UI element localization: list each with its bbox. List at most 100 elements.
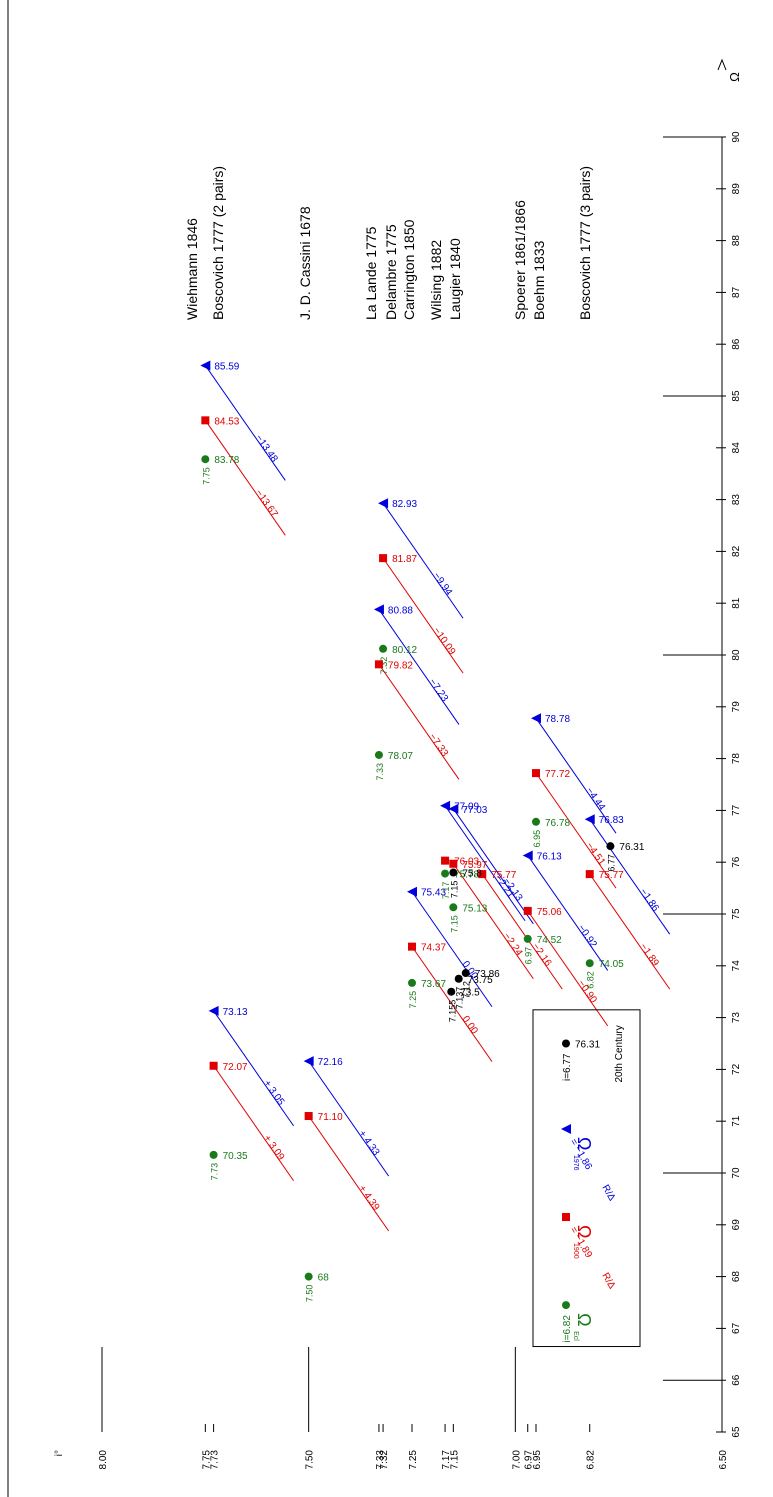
delta-connector (589, 873, 671, 990)
omega-tick-label: 89 (731, 183, 742, 195)
delta-connector (452, 863, 534, 980)
delta-connector (527, 910, 609, 1027)
delta-connector (382, 502, 464, 619)
marker-omega-ecl (441, 869, 450, 878)
delta-connector (411, 891, 493, 1008)
omega-tick-label: 78 (731, 753, 742, 765)
delta-connector (308, 1115, 390, 1232)
marker-omega-ecl (449, 903, 458, 912)
incl-value-label: 6.97 (524, 947, 534, 965)
delta-label: −7.23 (426, 677, 450, 704)
delta-connector (481, 873, 563, 990)
incl-tick-label: 6.82 (586, 1450, 597, 1470)
omega-tick-label: 70 (731, 1167, 742, 1179)
delta-connector (204, 420, 286, 536)
marker-omega1976 (530, 713, 541, 724)
marker-omega1900 (304, 1112, 313, 1121)
omega-value-label: 75.13 (462, 903, 487, 914)
marker-twentieth (447, 987, 456, 996)
delta-label: + 3.05 (261, 1078, 286, 1108)
omega-tick-label: 80 (731, 649, 742, 661)
omega-value-label: 75.78 (454, 870, 479, 881)
marker-omega1976 (561, 1123, 571, 1134)
omega-value-label: 77.03 (462, 805, 487, 816)
legend-symbol: Ω (574, 1313, 594, 1326)
legend-incl-label: i=6.77 (562, 1053, 573, 1081)
incl-value-label: 7.15 (449, 915, 459, 933)
marker-omega1900 (201, 416, 210, 425)
delta-label: −13.67 (253, 488, 280, 520)
incl-tick-label: 7.73 (210, 1450, 221, 1470)
group-title: Boscovich 1777 (2 pairs) (210, 166, 226, 320)
incl-value-label: 7.155 (447, 1000, 457, 1023)
marker-twentieth (606, 842, 615, 851)
connector-lines: −13.67 −13.48 + 3.09 + 3.05 + 4.39 + 4.33 −7.3… (204, 365, 671, 1232)
incl-tick-label: 7.32 (379, 1450, 390, 1470)
marker-omega1900 (585, 870, 594, 879)
delta-connector (444, 805, 526, 922)
incl-tick-label: 6.50 (718, 1450, 729, 1470)
marker-omega1900 (379, 554, 388, 563)
marker-omega-ecl (523, 934, 532, 943)
group-title: Boscovich 1777 (3 pairs) (577, 166, 593, 320)
omega-value-label: 73.86 (475, 969, 500, 980)
delta-connector (378, 664, 460, 780)
incl-tick-label: 7.25 (408, 1450, 419, 1470)
legend-subscript: 1900 (572, 1243, 579, 1259)
omega-value-label: 78.78 (545, 714, 570, 725)
delta-connector (378, 609, 460, 725)
group-title: Spoerer 1861/1866 (512, 200, 528, 320)
marker-omega-ecl (531, 817, 540, 826)
incl-tick-label: 8.00 (98, 1450, 109, 1470)
omega-tick-label: 82 (731, 545, 742, 557)
omega-value-label: 84.53 (214, 416, 239, 427)
incl-value-label: 7.73 (210, 1163, 220, 1181)
omega-value-label: 83.78 (214, 455, 239, 466)
delta-connector (452, 808, 534, 925)
incl-value-label: 6.95 (532, 830, 542, 848)
omega-tick-label: 72 (731, 1063, 742, 1075)
omega-value-label: 85.59 (214, 361, 239, 372)
legend-incl-label: i=6.82 (562, 1315, 573, 1343)
delta-label: −7.33 (426, 732, 450, 759)
delta-label: −0.92 (575, 923, 599, 950)
omega-tick-label: 90 (731, 131, 742, 143)
delta-connector (535, 717, 617, 834)
marker-omega1900 (562, 1213, 570, 1222)
group-title: La Lande 1775 (363, 226, 379, 320)
marker-omega1976 (440, 800, 451, 811)
marker-twentieth (461, 969, 470, 978)
marker-omega1900 (449, 859, 458, 868)
incl-value-label: 7.15 (449, 881, 459, 899)
delta-label: −10.09 (431, 626, 458, 658)
delta-label: 0.00 (460, 1014, 480, 1037)
omega-value-label: 75.77 (599, 870, 624, 881)
omega-tick-label: 76 (731, 856, 742, 868)
omega-value-label: 77.09 (454, 802, 479, 813)
incl-tick-label: 7.50 (305, 1450, 316, 1470)
incl-tick-label: 7.15 (449, 1450, 460, 1470)
group-title: Delambre 1775 (383, 224, 399, 320)
incl-tick-label: 7.17 (441, 1450, 452, 1470)
group-title: Laugier 1840 (447, 238, 463, 320)
incl-value-label: 7.137 (455, 987, 465, 1010)
incl-value-label: 6.82 (586, 971, 596, 989)
marker-omega1976 (584, 814, 595, 825)
omega-tick-label: 65 (731, 1426, 742, 1438)
legend-label: 76.31 (575, 1040, 600, 1051)
omega-value-label: 74.05 (599, 959, 624, 970)
omega-value-label: 80.12 (392, 645, 417, 656)
omega-tick-label: 67 (731, 1322, 742, 1334)
marker-omega-ecl (585, 959, 594, 968)
incl-tick-label: 7.00 (511, 1450, 522, 1470)
omega-tick-label: 84 (731, 442, 742, 454)
marker-omega-ecl (201, 455, 210, 464)
incl-value-label: 7.75 (201, 467, 211, 485)
delta-label: −4.51 (584, 841, 608, 868)
marker-omega1900 (523, 906, 532, 915)
omega-tick-label: 88 (731, 235, 742, 247)
marker-omega1976 (448, 803, 459, 814)
omega-value-label: 71.10 (318, 1112, 343, 1123)
marker-omega1900 (209, 1061, 218, 1070)
